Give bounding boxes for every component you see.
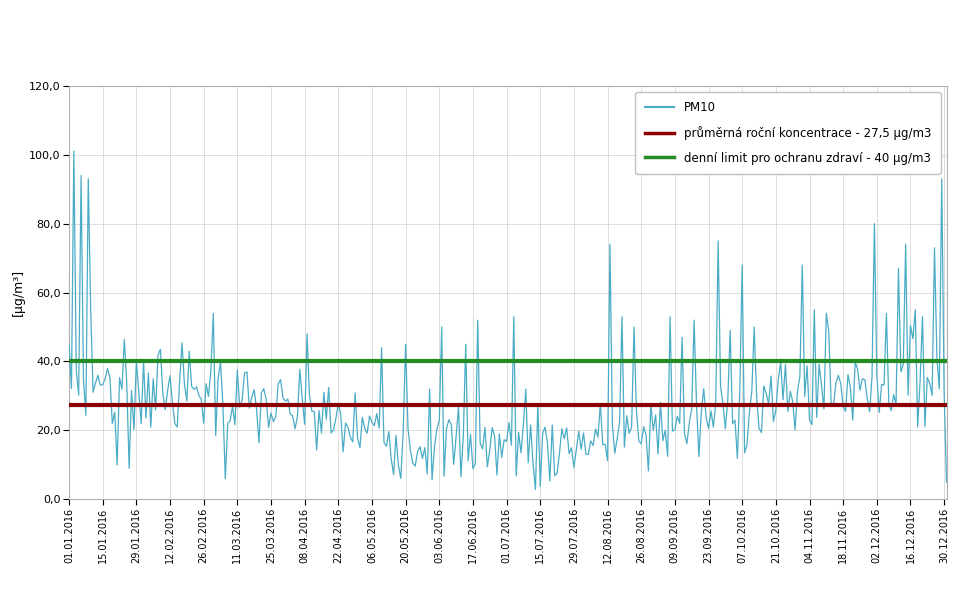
Text: c: c	[63, 39, 81, 67]
Text: e: e	[38, 22, 58, 51]
Legend: PM10, průměrná roční koncentrace - 27,5 μg/m3, denní limit pro ochranu zdraví - : PM10, průměrná roční koncentrace - 27,5 …	[636, 92, 941, 174]
Text: Průměrné denní koncentrace PM₁₀ na měřicí stanici Lom ČHMÚ za rok 2016: Průměrné denní koncentrace PM₁₀ na měřic…	[159, 20, 838, 35]
Text: Zpracovalo Ekologické centrum Most na základě operativních dat Českého hydromete: Zpracovalo Ekologické centrum Most na zá…	[155, 60, 842, 72]
Y-axis label: [μg/m³]: [μg/m³]	[12, 269, 25, 316]
